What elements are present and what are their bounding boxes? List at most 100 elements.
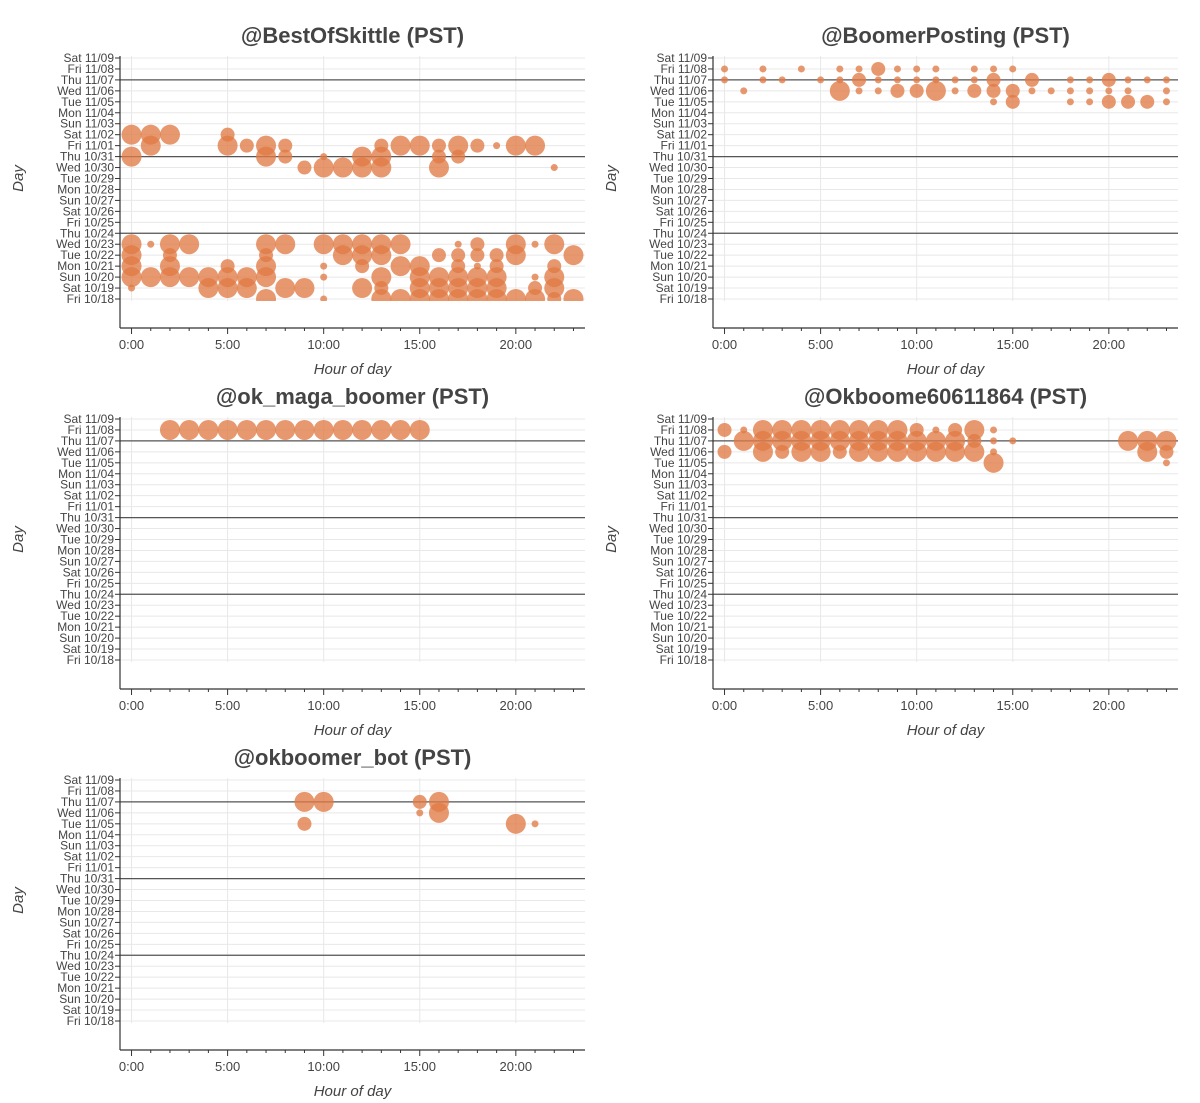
data-point	[740, 87, 748, 95]
data-point	[412, 794, 427, 809]
data-point	[409, 419, 430, 440]
data-point	[355, 259, 370, 274]
y-tick-label: Sun 10/27	[59, 554, 114, 568]
y-tick-label: Fri 11/08	[68, 62, 115, 76]
y-tick-label: Tue 10/22	[60, 609, 114, 623]
data-point	[1066, 98, 1074, 106]
data-point	[332, 245, 353, 266]
x-tick-label: 10:00	[307, 337, 340, 352]
y-tick-label: Fri 10/25	[660, 215, 708, 229]
data-point	[352, 157, 373, 178]
y-tick-label: Sat 11/02	[64, 489, 115, 503]
data-point	[159, 419, 180, 440]
y-tick-label: Mon 11/04	[58, 828, 114, 842]
y-tick-label: Tue 10/22	[60, 248, 114, 262]
data-point	[983, 452, 1004, 473]
data-point	[121, 124, 142, 145]
y-tick-label: Sat 10/19	[63, 1003, 115, 1017]
data-point	[1066, 87, 1074, 95]
y-tick-label: Wed 10/30	[56, 522, 114, 536]
y-tick-label: Sun 11/03	[653, 117, 707, 131]
x-axis-label: Hour of day	[314, 722, 393, 739]
y-tick-label: Sat 10/26	[656, 565, 708, 579]
data-point	[320, 273, 328, 281]
y-tick-label: Wed 10/23	[56, 959, 114, 973]
y-tick-label: Fri 11/08	[68, 423, 115, 437]
data-point	[550, 164, 558, 172]
data-point	[990, 65, 998, 73]
data-point	[1162, 98, 1170, 106]
data-point	[448, 289, 469, 301]
data-point	[775, 444, 790, 459]
data-point	[563, 289, 584, 301]
y-tick-label: Tue 10/22	[653, 248, 707, 262]
data-point	[964, 419, 985, 440]
y-tick-label: Sat 11/02	[64, 850, 115, 864]
data-point	[849, 441, 870, 462]
y-tick-label: Fri 10/18	[67, 653, 115, 667]
y-tick-label: Fri 10/18	[67, 1014, 115, 1028]
y-tick-label: Tue 11/05	[61, 817, 114, 831]
y-tick-label: Sat 11/09	[657, 412, 708, 426]
data-point	[544, 234, 565, 255]
data-point	[217, 278, 238, 299]
data-point	[390, 234, 411, 255]
data-point	[772, 430, 793, 451]
data-point	[159, 234, 180, 255]
data-point	[1028, 87, 1036, 95]
y-tick-label: Sat 11/09	[64, 773, 115, 787]
data-point	[470, 237, 485, 252]
chart-panel-bestofskittle: @BestOfSkittle (PST) Sat 11/09 Fri 11/08 Th…	[0, 0, 590, 378]
y-tick-label: Fri 10/18	[660, 292, 708, 306]
y-tick-label: Thu 10/24	[653, 587, 707, 601]
data-point	[1121, 94, 1136, 109]
x-axis-label: Hour of day	[314, 1083, 393, 1100]
x-tick-label: 10:00	[900, 337, 933, 352]
x-tick-label: 15:00	[996, 337, 1029, 352]
data-point	[256, 234, 277, 255]
data-point	[451, 248, 466, 263]
y-tick-label: Sat 10/26	[63, 204, 115, 218]
data-point	[1156, 430, 1177, 451]
data-point	[470, 138, 485, 153]
y-tick-label: Thu 10/31	[653, 150, 707, 164]
y-tick-label: Mon 11/04	[58, 106, 114, 120]
y-tick-label: Sat 11/09	[64, 412, 115, 426]
y-tick-label: Sat 11/02	[64, 128, 115, 142]
y-tick-label: Mon 10/28	[650, 543, 707, 557]
y-tick-label: Tue 10/29	[60, 172, 114, 186]
y-tick-label: Thu 10/31	[60, 872, 114, 886]
data-point	[871, 61, 886, 76]
y-tick-label: Wed 11/06	[57, 806, 114, 820]
data-point	[256, 146, 277, 167]
y-tick-label: Tue 10/22	[653, 609, 707, 623]
y-tick-label: Sun 11/03	[60, 117, 114, 131]
data-point	[531, 240, 539, 248]
x-tick-label: 0:00	[119, 1059, 144, 1074]
data-point	[531, 273, 539, 281]
x-tick-label: 20:00	[1093, 337, 1126, 352]
data-point	[810, 441, 831, 462]
x-tick-label: 5:00	[808, 698, 833, 713]
y-tick-label: Sun 10/20	[59, 992, 114, 1006]
x-tick-label: 10:00	[307, 698, 340, 713]
y-axis-label: Day	[603, 164, 620, 192]
data-point	[278, 149, 293, 164]
data-point	[525, 135, 546, 156]
data-point	[951, 87, 959, 95]
data-point	[990, 437, 998, 445]
y-tick-label: Tue 10/29	[653, 172, 707, 186]
data-point	[256, 419, 277, 440]
data-point	[852, 72, 867, 87]
x-axis-label: Hour of day	[907, 361, 986, 378]
y-tick-label: Thu 10/31	[60, 150, 114, 164]
data-point	[1162, 87, 1170, 95]
data-point	[759, 65, 767, 73]
data-point	[1086, 76, 1094, 84]
data-point	[1086, 98, 1094, 106]
data-point	[493, 142, 501, 150]
data-point	[925, 441, 946, 462]
data-point	[829, 430, 850, 451]
data-point	[428, 802, 449, 823]
